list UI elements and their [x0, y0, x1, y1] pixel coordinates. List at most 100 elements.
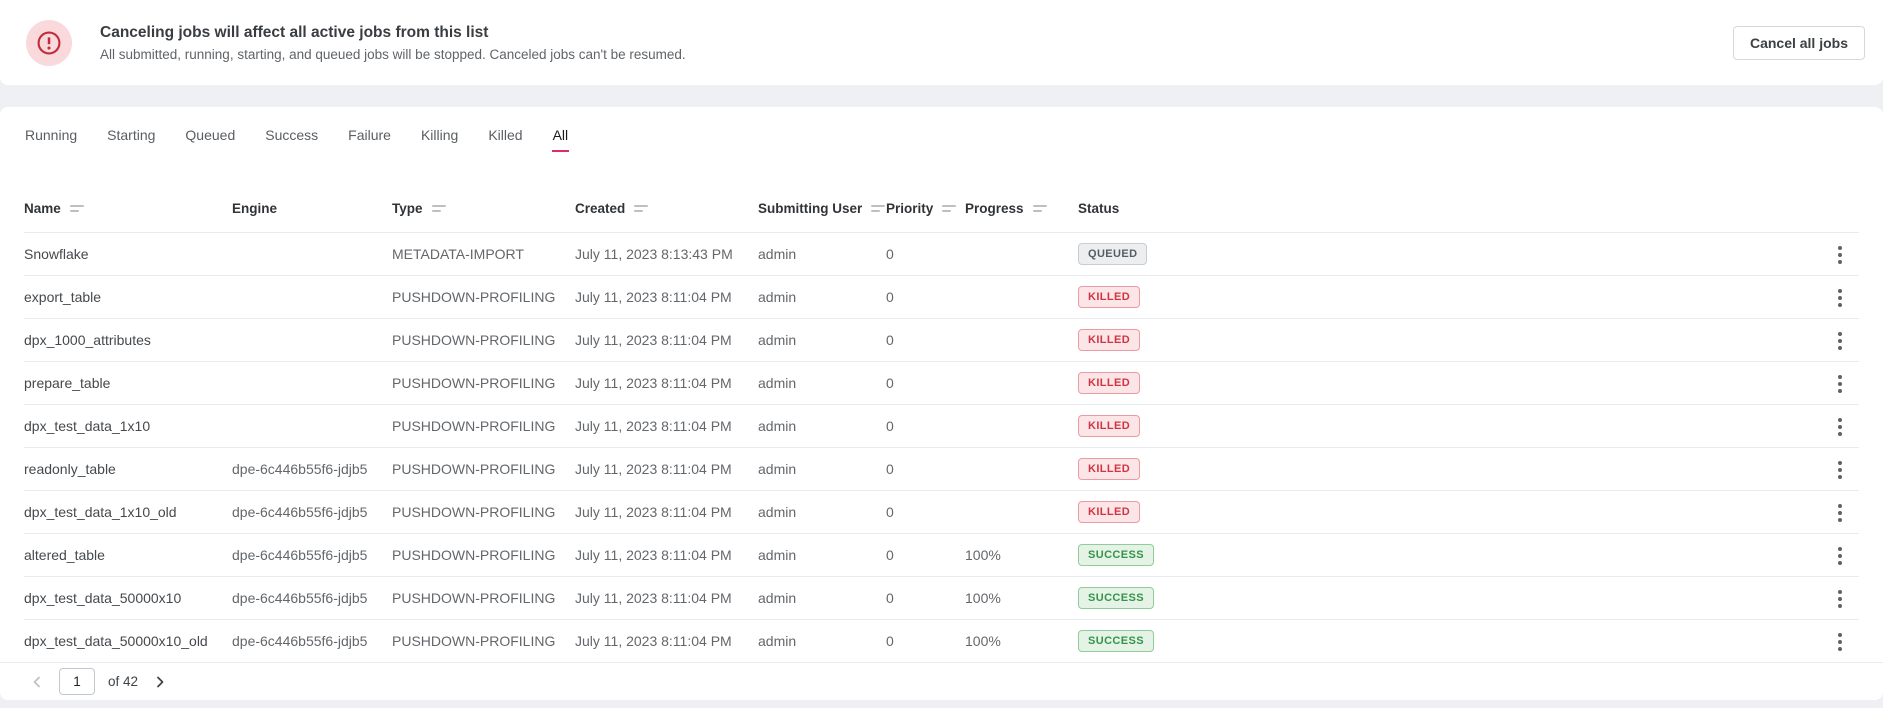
page-count-label: of 42: [108, 674, 139, 689]
status-badge: KILLED: [1078, 328, 1141, 351]
cell-progress: 100%: [965, 546, 1001, 563]
cell-engine: [232, 361, 392, 404]
sort-icon: [871, 204, 886, 212]
tab-queued[interactable]: Queued: [185, 127, 236, 143]
pagination-bar: of 42: [0, 662, 1883, 700]
row-menu-kebab-icon[interactable]: [1827, 369, 1853, 399]
cell-progress: 100%: [965, 589, 1001, 606]
chevron-right-icon: [157, 676, 164, 687]
cell-submitting-user: admin: [758, 546, 797, 563]
cell-created: July 11, 2023 8:11:04 PM: [575, 374, 732, 391]
cell-actions: [1783, 619, 1859, 662]
cell-priority: 0: [886, 331, 894, 348]
row-menu-kebab-icon[interactable]: [1827, 584, 1853, 614]
column-header-progress[interactable]: Progress: [965, 185, 1078, 232]
cell-engine: [232, 318, 392, 361]
cell-submitting-user: admin: [758, 331, 797, 348]
chevron-left-icon: [33, 676, 40, 687]
cancel-all-jobs-button[interactable]: Cancel all jobs: [1732, 25, 1865, 60]
cell-actions: [1783, 533, 1859, 576]
next-page-button[interactable]: [151, 673, 169, 691]
tab-starting[interactable]: Starting: [107, 127, 156, 143]
cell-priority: 0: [886, 288, 894, 305]
tab-failure[interactable]: Failure: [348, 127, 391, 143]
cell-name: export_table: [24, 288, 102, 305]
cell-created: July 11, 2023 8:11:04 PM: [575, 288, 732, 305]
column-label: Progress: [965, 200, 1024, 216]
status-badge: KILLED: [1078, 414, 1141, 437]
sort-icon: [431, 204, 446, 212]
row-menu-kebab-icon[interactable]: [1827, 326, 1853, 356]
cell-status: SUCCESS: [1078, 533, 1783, 576]
cell-priority: 0: [886, 417, 894, 434]
cell-status: KILLED: [1078, 361, 1783, 404]
cell-status: KILLED: [1078, 275, 1783, 318]
column-header-type[interactable]: Type: [392, 185, 575, 232]
column-header-submitting-user[interactable]: Submitting User: [758, 185, 886, 232]
cell-name: dpx_test_data_1x10_old: [24, 503, 177, 520]
cell-actions: [1783, 447, 1859, 490]
jobs-table: Name Engine Type Created Submitting User Prio…: [24, 185, 1859, 662]
cell-name: prepare_table: [24, 374, 111, 391]
cell-actions: [1783, 275, 1859, 318]
prev-page-button[interactable]: [28, 673, 46, 691]
row-menu-kebab-icon[interactable]: [1827, 498, 1853, 528]
column-label: Status: [1078, 200, 1120, 216]
banner-text: Canceling jobs will affect all active jo…: [100, 24, 686, 62]
column-header-priority[interactable]: Priority: [886, 185, 965, 232]
sort-icon: [634, 204, 649, 212]
table-body: Snowflake METADATA-IMPORT July 11, 2023 …: [24, 232, 1859, 662]
cell-status: KILLED: [1078, 318, 1783, 361]
row-menu-kebab-icon[interactable]: [1827, 240, 1853, 270]
status-badge: QUEUED: [1078, 242, 1148, 265]
column-header-created[interactable]: Created: [575, 185, 758, 232]
cell-name: dpx_test_data_1x10: [24, 417, 151, 434]
row-menu-kebab-icon[interactable]: [1827, 455, 1853, 485]
row-menu-kebab-icon[interactable]: [1827, 412, 1853, 442]
cell-type: PUSHDOWN-PROFILING: [392, 546, 556, 563]
tab-running[interactable]: Running: [25, 127, 78, 143]
cell-status: SUCCESS: [1078, 576, 1783, 619]
banner-subtitle: All submitted, running, starting, and qu…: [100, 46, 686, 62]
cell-type: PUSHDOWN-PROFILING: [392, 503, 556, 520]
status-badge: SUCCESS: [1078, 629, 1154, 652]
cell-progress: [965, 361, 1078, 404]
tab-killed[interactable]: Killed: [488, 127, 523, 143]
cell-name: altered_table: [24, 546, 105, 563]
cell-status: QUEUED: [1078, 232, 1783, 275]
cell-type: PUSHDOWN-PROFILING: [392, 460, 556, 477]
column-header-actions: [1783, 185, 1859, 232]
table-row: dpx_1000_attributes PUSHDOWN-PROFILING J…: [24, 318, 1859, 361]
page-number-input[interactable]: [59, 668, 95, 695]
sort-icon: [69, 204, 84, 212]
column-label: Name: [24, 200, 61, 216]
cell-actions: [1783, 576, 1859, 619]
jobs-list-card: Running Starting Queued Success Failure Killi…: [0, 107, 1883, 700]
row-menu-kebab-icon[interactable]: [1827, 541, 1853, 571]
cell-status: KILLED: [1078, 490, 1783, 533]
cell-submitting-user: admin: [758, 589, 797, 606]
cell-progress: [965, 275, 1078, 318]
sort-icon: [1032, 204, 1047, 212]
cell-actions: [1783, 490, 1859, 533]
row-menu-kebab-icon[interactable]: [1827, 627, 1853, 657]
column-label: Priority: [886, 200, 934, 216]
tab-killing[interactable]: Killing: [420, 127, 459, 143]
cell-type: METADATA-IMPORT: [392, 245, 524, 262]
cell-priority: 0: [886, 245, 894, 262]
table-row: dpx_test_data_1x10 PUSHDOWN-PROFILING Ju…: [24, 404, 1859, 447]
row-menu-kebab-icon[interactable]: [1827, 283, 1853, 313]
cell-name: dpx_1000_attributes: [24, 331, 151, 348]
table-header: Name Engine Type Created Submitting User Prio…: [24, 185, 1859, 232]
cell-engine: dpe-6c446b55f6-jdjb5: [232, 503, 368, 520]
tab-success[interactable]: Success: [265, 127, 319, 143]
cell-progress: [965, 404, 1078, 447]
cell-name: Snowflake: [24, 245, 89, 262]
column-label: Engine: [232, 200, 278, 216]
cell-name: readonly_table: [24, 460, 116, 477]
column-header-name[interactable]: Name: [24, 185, 232, 232]
cell-status: SUCCESS: [1078, 619, 1783, 662]
cell-actions: [1783, 232, 1859, 275]
column-label: Type: [392, 200, 423, 216]
tab-all[interactable]: All: [551, 121, 570, 152]
